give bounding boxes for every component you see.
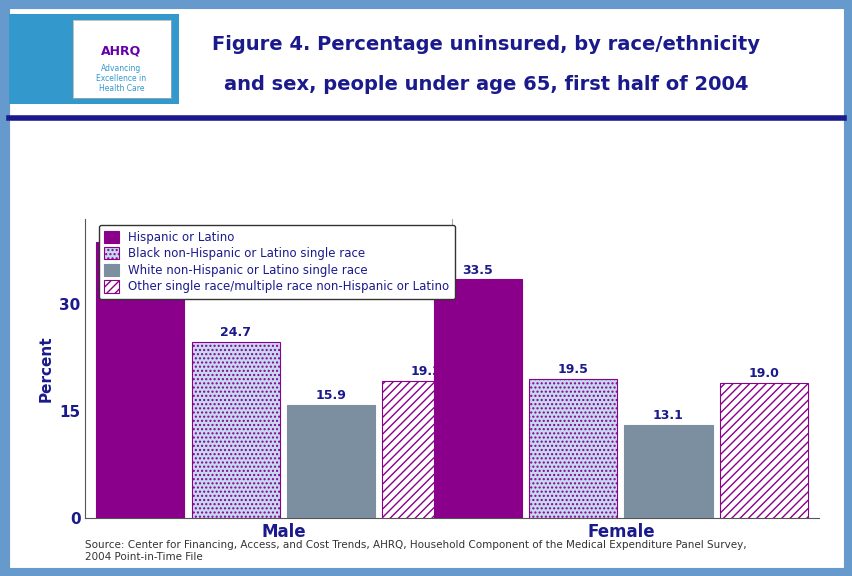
Legend: Hispanic or Latino, Black non-Hispanic or Latino single race, White non-Hispanic: Hispanic or Latino, Black non-Hispanic o… bbox=[99, 225, 455, 300]
Text: Advancing
Excellence in
Health Care: Advancing Excellence in Health Care bbox=[96, 63, 147, 93]
Text: 19.3: 19.3 bbox=[411, 365, 441, 378]
Text: AHRQ: AHRQ bbox=[101, 45, 141, 58]
Bar bbox=[719, 383, 807, 518]
Bar bbox=[433, 279, 521, 518]
Bar bbox=[96, 242, 184, 518]
Text: and sex, people under age 65, first half of 2004: and sex, people under age 65, first half… bbox=[224, 75, 747, 94]
Text: Figure 4. Percentage uninsured, by race/ethnicity: Figure 4. Percentage uninsured, by race/… bbox=[212, 35, 759, 54]
Text: Source: Center for Financing, Access, and Cost Trends, AHRQ, Household Component: Source: Center for Financing, Access, an… bbox=[85, 540, 746, 562]
Bar bbox=[382, 381, 470, 518]
Y-axis label: Percent: Percent bbox=[38, 335, 54, 402]
Bar bbox=[192, 342, 279, 518]
Text: 15.9: 15.9 bbox=[315, 389, 346, 402]
Bar bbox=[624, 425, 711, 518]
Text: 24.7: 24.7 bbox=[220, 327, 250, 339]
Bar bbox=[528, 380, 616, 518]
Text: 33.5: 33.5 bbox=[462, 264, 492, 276]
Text: 19.0: 19.0 bbox=[747, 367, 779, 380]
Text: 19.5: 19.5 bbox=[557, 363, 588, 377]
Text: 38.8: 38.8 bbox=[125, 226, 155, 239]
Text: 13.1: 13.1 bbox=[653, 409, 683, 422]
Bar bbox=[286, 405, 375, 518]
